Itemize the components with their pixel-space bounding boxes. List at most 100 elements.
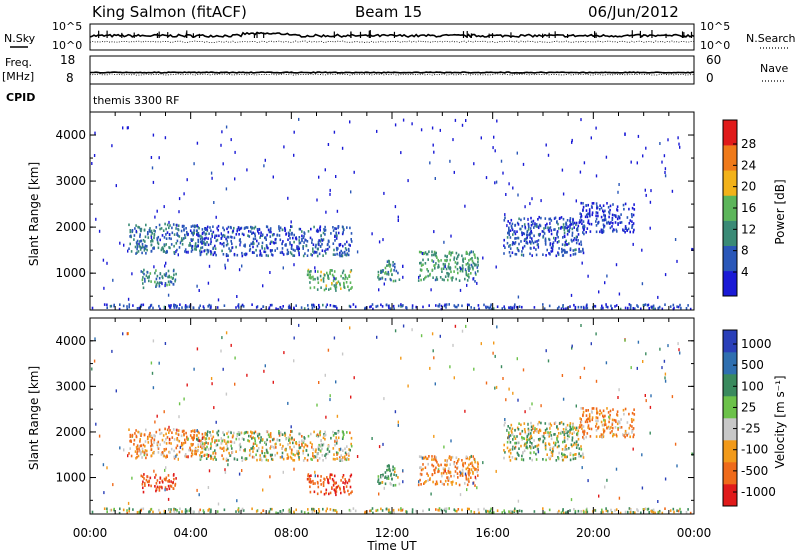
velocity-cell xyxy=(568,433,571,437)
power-cell xyxy=(523,244,526,248)
velocity-cell xyxy=(178,450,181,454)
velocity-cell xyxy=(378,445,381,449)
velocity-cell xyxy=(316,459,319,462)
velocity-cell xyxy=(181,510,183,513)
velocity-cell xyxy=(150,444,152,448)
power-cell xyxy=(293,233,295,237)
power-cell xyxy=(468,269,470,272)
velocity-cell xyxy=(578,452,580,455)
velocity-cell xyxy=(618,421,621,425)
power-cell xyxy=(214,244,216,248)
velocity-cell xyxy=(192,510,195,513)
velocity-cell xyxy=(327,452,329,456)
velocity-cell xyxy=(342,456,344,459)
power-cell xyxy=(581,261,583,265)
power-cell xyxy=(679,145,681,149)
power-cell xyxy=(625,227,627,230)
velocity-cell xyxy=(604,485,606,489)
power-cell xyxy=(293,130,295,134)
power-cell xyxy=(559,216,561,220)
velocity-cell xyxy=(488,510,490,514)
power-cell xyxy=(527,233,529,237)
freq-unit-label: [MHz] xyxy=(2,70,34,83)
velocity-cell xyxy=(269,453,272,457)
velocity-cell xyxy=(616,410,619,413)
velocity-cell xyxy=(223,439,226,442)
power-cell xyxy=(534,222,536,225)
power-cell xyxy=(598,290,600,294)
velocity-cell xyxy=(556,511,559,514)
power-cell xyxy=(550,246,553,250)
velocity-cell xyxy=(310,474,312,477)
power-cell xyxy=(449,266,452,270)
velocity-cell xyxy=(535,428,538,431)
velocity-cell xyxy=(604,423,607,426)
velocity-cell xyxy=(602,510,604,514)
power-cell xyxy=(169,233,171,237)
power-cell xyxy=(515,253,518,256)
power-cell xyxy=(444,275,447,278)
power-cell xyxy=(126,305,128,308)
power-cell xyxy=(225,237,227,241)
power-cell xyxy=(496,119,498,123)
power-cell xyxy=(167,280,170,284)
power-cell xyxy=(543,232,546,235)
power-cell xyxy=(602,204,605,207)
velocity-cell xyxy=(578,455,580,458)
velocity-cell xyxy=(206,445,208,449)
power-cell xyxy=(520,253,523,257)
power-cell xyxy=(531,240,533,243)
velocity-cell xyxy=(109,509,112,512)
velocity-cell xyxy=(128,509,130,513)
velocity-cell xyxy=(140,474,143,478)
velocity-cell xyxy=(657,500,659,503)
power-cell xyxy=(444,254,446,258)
power-cell xyxy=(597,222,599,225)
noise-left-tick-bottom: 10^0 xyxy=(52,39,82,52)
velocity-cell xyxy=(237,507,240,510)
velocity-cell xyxy=(177,439,179,442)
power-cell xyxy=(158,156,160,160)
power-cell xyxy=(324,228,327,232)
velocity-cell xyxy=(128,507,131,510)
power-cell xyxy=(176,304,178,308)
power-cell xyxy=(287,196,289,200)
power-cell xyxy=(434,264,436,267)
velocity-cell xyxy=(168,441,171,445)
velocity-cell xyxy=(175,454,177,458)
velocity-cell xyxy=(261,449,263,453)
power-cell xyxy=(233,236,236,240)
power-cell xyxy=(227,230,230,234)
colorbar-tick-label: 1000 xyxy=(741,337,772,351)
velocity-cell xyxy=(472,471,474,474)
power-cell xyxy=(561,168,564,172)
velocity-cell xyxy=(380,474,382,477)
power-cell xyxy=(308,270,311,274)
power-cell xyxy=(293,240,295,244)
power-cell xyxy=(350,287,352,290)
power-cell xyxy=(644,303,647,306)
power-cell xyxy=(204,243,207,246)
velocity-cell xyxy=(327,481,329,484)
power-cell xyxy=(532,219,535,223)
power-cell xyxy=(316,230,319,233)
power-cell xyxy=(330,232,332,235)
power-cell xyxy=(201,236,203,239)
power-cell xyxy=(310,276,312,280)
velocity-cell xyxy=(429,366,431,370)
power-cell xyxy=(199,249,201,253)
power-cell xyxy=(615,304,618,307)
velocity-cell xyxy=(537,450,540,454)
velocity-cell xyxy=(106,507,108,511)
power-cell xyxy=(382,238,384,242)
power-cell xyxy=(424,276,426,280)
power-cell xyxy=(618,183,620,186)
power-cell xyxy=(628,303,631,306)
power-cell xyxy=(123,243,125,247)
power-cell xyxy=(293,306,295,310)
power-cell xyxy=(153,236,155,240)
power-cell xyxy=(586,215,589,219)
velocity-cell xyxy=(473,457,476,461)
velocity-cell xyxy=(432,458,435,461)
freq-panel-frame xyxy=(89,55,695,85)
